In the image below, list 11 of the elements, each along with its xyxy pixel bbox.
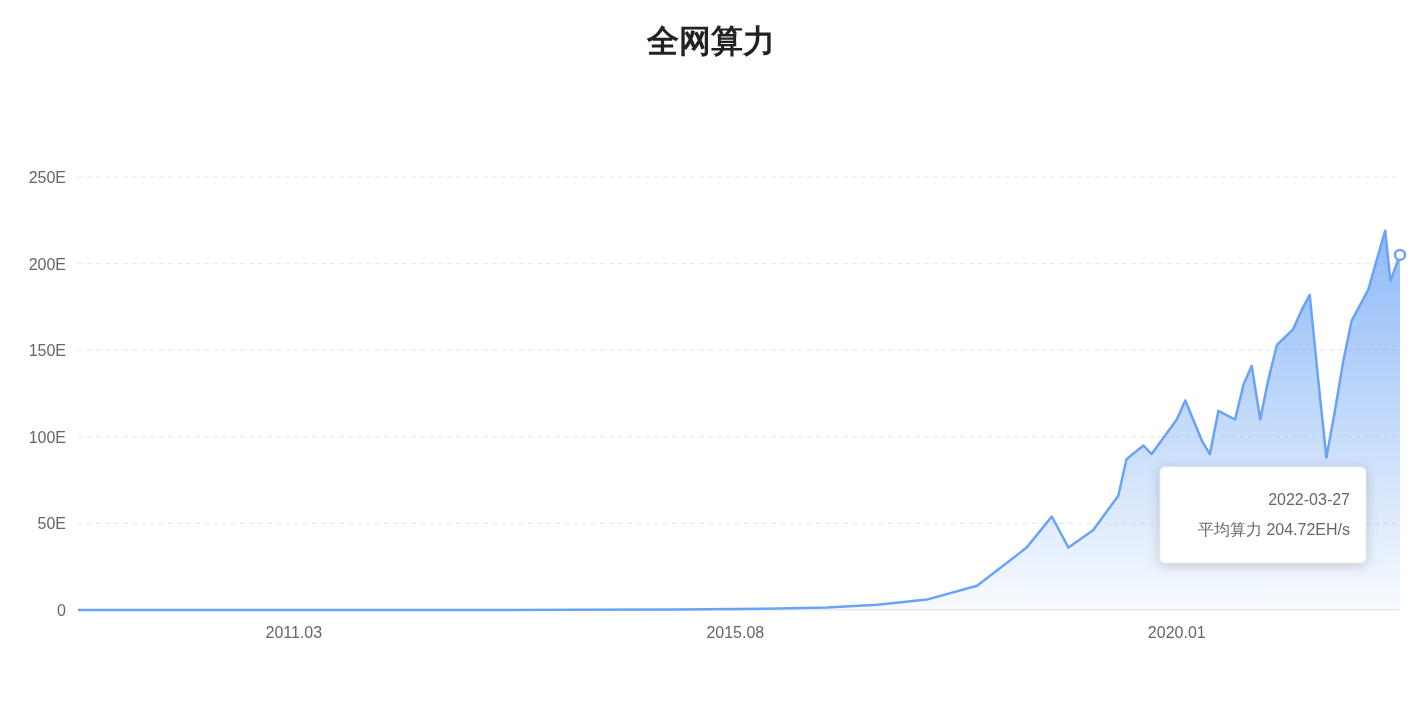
y-tick-label: 100E [28, 428, 66, 446]
annotation: 2022-03-27 平均算力 204.72EH/s [1197, 490, 1351, 538]
x-tick-label: 2011.03 [265, 624, 323, 641]
y-tick-label: 150E [28, 342, 66, 360]
x-tick-label: 2015.08 [706, 624, 765, 641]
y-tick-label: 200E [28, 255, 66, 273]
y-tick-label: 250E [28, 169, 66, 186]
y-tick-label: 50E [37, 515, 66, 533]
y-tick-label: 0 [57, 602, 67, 619]
x-tick-label: 2020.01 [1147, 624, 1206, 641]
chart-title: 全网算力 [646, 23, 775, 59]
